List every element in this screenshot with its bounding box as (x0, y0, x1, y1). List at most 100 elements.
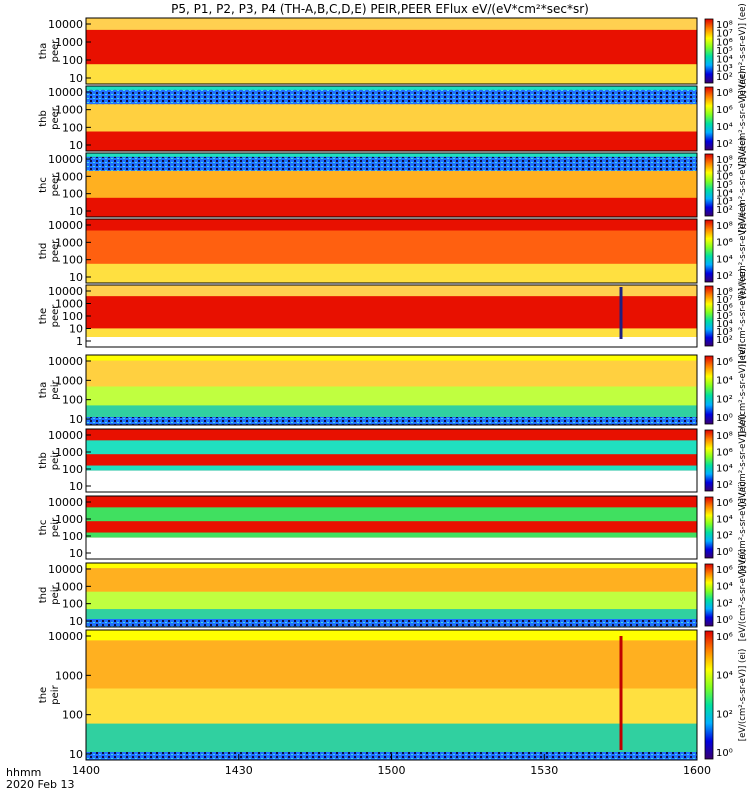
y-tick-label: 10000 (48, 153, 83, 166)
colorbar-title: [eV/(cm²-s-sr-eV)] (ei) (738, 649, 748, 742)
panel-probe-label: thc (38, 520, 49, 536)
colorbar (704, 355, 714, 425)
colorbar-tick-label: 10⁵ (716, 180, 733, 191)
colorbar-tick-label: 10⁶ (716, 105, 733, 116)
panel-frame (85, 354, 698, 426)
panel-frame (85, 428, 698, 493)
footer-date-label: 2020 Feb 13 (6, 778, 74, 791)
y-tick-label: 100 (62, 254, 83, 267)
panel-product-label: peer (50, 106, 61, 130)
panel-thd-peir: 10000 1000 100 10 thd peir 10⁶ 10⁴ 10² 10⁰ [eV/(cm… (38, 549, 748, 642)
colorbar-tick-label: 10⁴ (716, 376, 733, 387)
colorbar-tick-label: 10⁴ (716, 188, 733, 199)
colorbar (704, 86, 714, 151)
y-tick-label: 100 (62, 394, 83, 407)
colorbar-tick-label: 10⁸ (716, 20, 733, 31)
top-edge-band (86, 355, 697, 361)
x-tick-label: 1500 (378, 764, 406, 777)
colorbar (704, 18, 714, 84)
y-tick-label: 10 (69, 205, 83, 218)
mid-energy-band (86, 591, 697, 610)
panel-product-label: peer (50, 173, 61, 197)
panel-product-label: peer (50, 304, 61, 328)
colorbar-tick-label: 10⁶ (716, 498, 733, 509)
colorbar-title: [eV/(cm²-s-sr-eV)] (ee) (738, 268, 748, 363)
x-tick-label: 1400 (72, 764, 100, 777)
panel-probe-label: tha (38, 43, 49, 59)
y-tick-label: 1000 (55, 170, 83, 183)
y-tick-label: 1000 (55, 374, 83, 387)
mid-energy-band (86, 688, 697, 724)
colorbar-title: [eV/(cm²-s-sr-eV)] (ei) (738, 344, 748, 437)
y-tick-label: 10000 (48, 429, 83, 442)
panel-frame (85, 562, 698, 628)
colorbar (704, 153, 714, 217)
colorbar-tick-label: 10⁶ (716, 238, 733, 249)
high-energy-band (86, 219, 697, 231)
panel-tha-peir: 10000 1000 100 10 tha peir 10⁶ 10⁴ 10² 10⁰ [eV/(cm… (38, 344, 748, 437)
colorbar-tick-label: 10⁴ (716, 122, 733, 133)
y-tick-label: 10000 (48, 496, 83, 509)
colorbar-title: [eV/(cm²-s-sr-eV)] (ee) (738, 137, 748, 232)
noise-band (86, 156, 697, 171)
high-energy-band (86, 509, 697, 522)
colorbar-tick-label: 10² (716, 139, 733, 150)
colorbar-tick-label: 10² (716, 205, 733, 216)
figure-title: P5, P1, P2, P3, P4 (TH-A,B,C,D,E) PEIR,P… (171, 2, 589, 16)
colorbar-tick-label: 10⁴ (716, 254, 733, 265)
panel-probe-label: the (38, 687, 49, 703)
colorbar-tick-label: 10⁸ (716, 221, 733, 232)
colorbar-tick-label: 10⁸ (716, 431, 733, 442)
colorbar-title: [eV/(cm²-s-sr-eV)] (ei) (738, 414, 748, 507)
colorbar-tick-label: 10² (716, 480, 733, 491)
colorbar (704, 563, 714, 627)
low-energy-band (86, 64, 697, 84)
colorbar-tick-label: 10⁴ (716, 319, 733, 330)
panel-thd-peer: 10000 1000 100 10 thd peer 10⁸ 10⁶ 10⁴ 10² [eV/(cm… (38, 203, 748, 298)
noise-band (86, 89, 697, 105)
colorbar (704, 496, 714, 559)
y-tick-label: 100 (62, 463, 83, 476)
high-energy-band (86, 18, 697, 30)
colorbar-tick-label: 10⁴ (716, 55, 733, 66)
panel-probe-label: thb (38, 110, 49, 127)
colorbar-tick-label: 10⁸ (716, 155, 733, 166)
y-tick-label: 10000 (48, 219, 83, 232)
mid-energy-band (86, 386, 697, 406)
panel-frame (85, 85, 698, 152)
edge-band (86, 532, 697, 538)
panel-product-label: peir (50, 517, 61, 537)
colorbar-tick-label: 10⁴ (716, 464, 733, 475)
colorbar-tick-label: 10⁶ (716, 447, 733, 458)
y-tick-label: 10 (69, 615, 83, 628)
y-tick-label: 100 (62, 54, 83, 67)
colorbar-tick-label: 10² (716, 72, 733, 83)
colorbar-tick-label: 10² (716, 335, 733, 346)
colorbar-tick-label: 10³ (716, 63, 733, 74)
y-tick-label: 100 (62, 188, 83, 201)
mid-energy-band (86, 454, 697, 466)
y-tick-label: 1000 (55, 36, 83, 49)
y-tick-label: 10 (69, 480, 83, 493)
colorbar-tick-label: 10⁰ (716, 748, 733, 759)
y-tick-label: 10 (69, 748, 83, 761)
panel-probe-label: thc (38, 177, 49, 193)
colorbar-tick-label: 10⁶ (716, 565, 733, 576)
colorbar-tick-label: 10⁴ (716, 671, 733, 682)
colorbar-tick-label: 10⁸ (716, 88, 733, 99)
colorbar-tick-label: 10² (716, 394, 733, 405)
colorbar-tick-label: 10² (716, 531, 733, 542)
y-tick-label: 1000 (55, 236, 83, 249)
footer-unit-label: hhmm (6, 766, 41, 779)
panel-probe-label: tha (38, 382, 49, 398)
colorbar-tick-label: 10⁶ (716, 303, 733, 314)
y-tick-label: 100 (62, 310, 83, 323)
colorbar-tick-label: 10⁷ (716, 295, 733, 306)
colorbar-title: [eV/(cm²-s-sr-eV)] (ei) (738, 481, 748, 574)
colorbar (704, 219, 714, 283)
colorbar-tick-label: 10⁵ (716, 311, 733, 322)
panel-thb-peir: 10000 1000 100 10 thb peir 10⁸ 10⁶ 10⁴ 10² [eV/(cm… (38, 414, 748, 507)
y-tick-label: 10000 (48, 18, 83, 31)
